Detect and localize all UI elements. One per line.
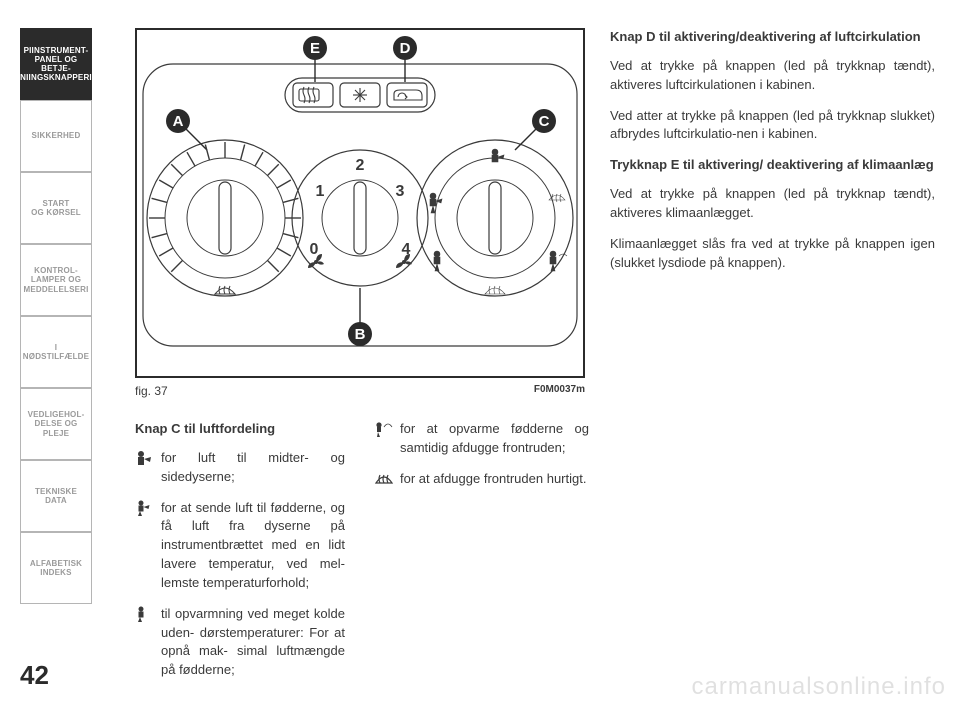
dist-item-feet-text: til opvarmning ved meget kolde uden- dør…	[161, 606, 345, 678]
mid-lower-column: for at opvarme fødderne og samtidig afdu…	[374, 420, 589, 501]
callout-a: A	[173, 113, 184, 130]
dist-item-feet-defrost: for at opvarme fødderne og samtidig afdu…	[374, 420, 589, 458]
feet-defrost-icon	[374, 421, 394, 437]
fan-label-0: 0	[310, 241, 319, 258]
tab-vedligehold[interactable]: VEDLIGEHOL- DELSE OG PLEJE	[20, 388, 92, 460]
figure-caption: fig. 37	[135, 384, 168, 398]
dist-item-defrost-text: for at afdugge frontruden hurtigt.	[400, 471, 586, 486]
feet-vent-icon	[135, 606, 155, 622]
callout-b: B	[355, 326, 366, 343]
face-vent-icon	[135, 450, 155, 466]
dist-item-feet-defrost-text: for at opvarme fødderne og samtidig afdu…	[400, 421, 589, 455]
tab-nodstilfaelde[interactable]: I NØDSTILFÆLDE	[20, 316, 92, 388]
page-number: 42	[20, 660, 49, 691]
heading-knap-d: Knap D til aktivering/deaktivering af lu…	[610, 28, 935, 47]
heading-knap-e: Trykknap E til aktivering/ deaktivering …	[610, 156, 935, 175]
dist-item-defrost: for at afdugge frontruden hurtigt.	[374, 470, 589, 489]
fan-label-1: 1	[316, 183, 325, 200]
para-d1: Ved at trykke på knappen (led på trykkna…	[610, 57, 935, 95]
tab-kontrollamper[interactable]: KONTROL- LAMPER OG MEDDELELSERI	[20, 244, 92, 316]
climate-control-figure: 0 1 2 3 4	[135, 28, 585, 378]
dist-item-feet: til opvarmning ved meget kolde uden- dør…	[135, 605, 345, 680]
heading-knap-c: Knap C til luftfordeling	[135, 420, 345, 439]
face-feet-vent-icon	[135, 500, 155, 516]
defrost-icon	[374, 471, 394, 487]
dist-item-face-feet: for at sende luft til fødderne, og få lu…	[135, 499, 345, 593]
right-column: Knap D til aktivering/deaktivering af lu…	[610, 28, 935, 284]
dist-item-face-feet-text: for at sende luft til fødderne, og få lu…	[161, 500, 345, 590]
left-lower-column: Knap C til luftfordeling for luft til mi…	[135, 420, 345, 692]
callout-c: C	[539, 113, 550, 130]
climate-control-svg: 0 1 2 3 4	[137, 30, 583, 376]
para-e2: Klimaanlægget slås fra ved at trykke på …	[610, 235, 935, 273]
tab-tekniske-data[interactable]: TEKNISKE DATA	[20, 460, 92, 532]
tab-start-korsel[interactable]: START OG KØRSEL	[20, 172, 92, 244]
callout-e: E	[310, 40, 320, 57]
tab-instrument-panel[interactable]: PIINSTRUMENT- PANEL OG BETJE- NIINGSKNAP…	[20, 28, 92, 100]
fan-label-3: 3	[396, 183, 405, 200]
para-e1: Ved at trykke på knappen (led på trykkna…	[610, 185, 935, 223]
tab-sikkerhed[interactable]: SIKKERHED	[20, 100, 92, 172]
fan-label-2: 2	[356, 157, 365, 174]
para-d2: Ved atter at trykke på knappen (led på t…	[610, 107, 935, 145]
watermark: carmanualsonline.info	[692, 673, 946, 701]
dist-item-face: for luft til midter- og sidedyserne;	[135, 449, 345, 487]
tab-indeks[interactable]: ALFABETISK INDEKS	[20, 532, 92, 604]
manual-page: PIINSTRUMENT- PANEL OG BETJE- NIINGSKNAP…	[0, 0, 960, 709]
figure-code: F0M0037m	[520, 384, 585, 395]
callout-d: D	[400, 40, 411, 57]
dist-item-face-text: for luft til midter- og sidedyserne;	[161, 450, 345, 484]
section-tabs: PIINSTRUMENT- PANEL OG BETJE- NIINGSKNAP…	[20, 28, 92, 604]
